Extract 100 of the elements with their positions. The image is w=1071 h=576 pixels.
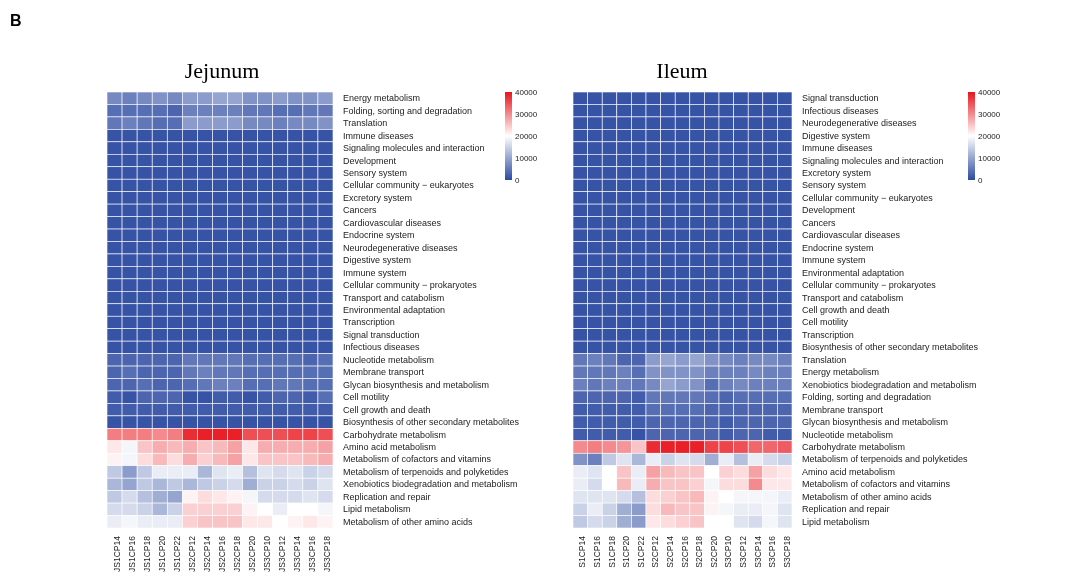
y-tick-label: Transcription <box>802 329 854 340</box>
x-tick-label: S1CP18 <box>606 535 617 568</box>
y-tick-label: Neurodegenerative diseases <box>343 242 459 253</box>
y-tick-label: Immune diseases <box>802 143 874 154</box>
x-tick-label: JS1CP18 <box>141 535 152 572</box>
y-tick-label: Signal transduction <box>343 329 420 340</box>
x-tick-label: JS1CP16 <box>126 535 137 572</box>
y-tick-label: Metabolism of other amino acids <box>802 491 933 502</box>
x-tick-label: S1CP22 <box>635 535 646 568</box>
x-tick-label: S3CP14 <box>752 535 763 568</box>
y-tick-label: Cellular community − eukaryotes <box>802 192 934 203</box>
y-tick-label: Sensory system <box>343 167 408 178</box>
x-tick-label: JS2CP18 <box>232 535 243 572</box>
y-tick-label: Metabolism of other amino acids <box>343 516 474 527</box>
x-tick-label: JS1CP22 <box>171 535 182 572</box>
x-tick-label: S3CP10 <box>723 535 734 568</box>
y-tick-label: Metabolism of terpenoids and polyketides <box>343 466 510 477</box>
chart-title: Ileum <box>655 58 709 84</box>
y-tick-label: Neurodegenerative diseases <box>802 118 918 129</box>
y-tick-label: Development <box>802 205 856 216</box>
y-tick-label: Amino acid metabolism <box>343 442 437 453</box>
y-tick-label: Cellular community − prokaryotes <box>343 280 478 291</box>
y-tick-label: Sensory system <box>802 180 867 191</box>
y-tick-label: Endocrine system <box>802 242 874 253</box>
x-tick-label: JS2CP12 <box>186 535 197 572</box>
y-tick-label: Immune system <box>802 255 866 266</box>
color-bar-label: 10000 <box>515 154 538 163</box>
color-bar-label: 20000 <box>978 132 1001 141</box>
y-tick-label: Translation <box>343 118 388 129</box>
y-tick-label: Xenobiotics biodegradation and metabolism <box>343 479 518 490</box>
y-tick-label: Membrane transport <box>802 404 884 415</box>
y-tick-label: Metabolism of cofactors and vitamins <box>802 479 951 490</box>
y-tick-label: Translation <box>802 354 847 365</box>
y-tick-label: Cellular community − prokaryotes <box>802 280 937 291</box>
y-tick-label: Replication and repair <box>343 491 431 502</box>
y-tick-label: Biosynthesis of other secondary metabolites <box>802 342 979 353</box>
y-tick-label: Digestive system <box>343 255 412 266</box>
y-tick-label: Cancers <box>343 205 378 216</box>
y-tick-label: Folding, sorting and degradation <box>343 105 473 116</box>
x-tick-label: S1CP14 <box>577 535 588 568</box>
y-tick-label: Membrane transport <box>343 367 425 378</box>
x-tick-label: S1CP20 <box>621 535 632 568</box>
y-tick-label: Energy metabolism <box>802 367 880 378</box>
y-tick-label: Development <box>343 155 397 166</box>
x-tick-label: JS3CP16 <box>307 535 318 572</box>
y-tick-label: Cell growth and death <box>343 404 431 415</box>
y-tick-label: Digestive system <box>802 130 871 141</box>
y-tick-label: Infectious diseases <box>802 105 880 116</box>
y-tick-label: Immune diseases <box>343 130 415 141</box>
y-tick-label: Nucleotide metabolism <box>343 354 435 365</box>
x-tick-label: S2CP20 <box>708 535 719 568</box>
x-tick-label: JS3CP10 <box>262 535 273 572</box>
chart-title: Jejunum <box>183 58 261 84</box>
y-tick-label: Excretory system <box>343 192 413 203</box>
x-tick-label: JS3CP18 <box>322 535 333 572</box>
x-tick-label: JS1CP14 <box>111 535 122 572</box>
y-tick-label: Endocrine system <box>343 230 415 241</box>
y-tick-label: Lipid metabolism <box>802 516 870 527</box>
y-tick-label: Amino acid metabolism <box>802 466 896 477</box>
x-tick-label: JS1CP20 <box>156 535 167 572</box>
y-tick-label: Metabolism of terpenoids and polyketides <box>802 454 969 465</box>
y-tick-label: Cellular community − eukaryotes <box>343 180 475 191</box>
y-tick-label: Infectious diseases <box>343 342 421 353</box>
x-tick-label: S3CP16 <box>767 535 778 568</box>
x-tick-label: JS3CP12 <box>277 535 288 572</box>
color-bar-label: 30000 <box>978 110 1001 119</box>
x-tick-label: JS2CP14 <box>201 535 212 572</box>
y-tick-label: Biosynthesis of other secondary metabolites <box>343 417 520 428</box>
y-tick-label: Signaling molecules and interaction <box>343 143 485 154</box>
color-bar-label: 30000 <box>515 110 538 119</box>
y-tick-label: Transport and catabolism <box>802 292 904 303</box>
y-tick-label: Transport and catabolism <box>343 292 445 303</box>
y-tick-label: Environmental adaptation <box>343 305 446 315</box>
x-tick-label: S2CP14 <box>664 535 675 568</box>
y-tick-label: Immune system <box>343 267 407 278</box>
y-tick-label: Cardiovascular diseases <box>343 217 442 228</box>
y-tick-label: Signaling molecules and interaction <box>802 155 944 166</box>
y-tick-label: Energy metabolism <box>343 93 421 104</box>
y-tick-label: Cell growth and death <box>802 305 890 315</box>
y-tick-label: Metabolism of cofactors and vitamins <box>343 454 492 465</box>
y-tick-label: Glycan biosynthesis and metabolism <box>802 417 949 428</box>
x-tick-label: JS3CP14 <box>292 535 303 572</box>
y-tick-label: Cardiovascular diseases <box>802 230 901 241</box>
y-tick-label: Transcription <box>343 317 395 328</box>
y-tick-label: Folding, sorting and degradation <box>802 392 932 403</box>
x-tick-label: JS2CP20 <box>247 535 258 572</box>
y-tick-label: Cancers <box>802 217 837 228</box>
y-tick-label: Replication and repair <box>802 504 890 515</box>
text: B <box>10 12 22 30</box>
y-tick-label: Environmental adaptation <box>802 267 905 278</box>
y-tick-label: Excretory system <box>802 167 872 178</box>
color-bar-label: 40000 <box>515 88 538 97</box>
y-tick-label: Glycan biosynthesis and metabolism <box>343 379 490 390</box>
x-tick-label: S3CP12 <box>737 535 748 568</box>
x-tick-label: S3CP18 <box>781 535 792 568</box>
y-tick-label: Cell motility <box>802 317 849 328</box>
y-tick-label: Lipid metabolism <box>343 504 411 515</box>
y-tick-label: Xenobiotics biodegradation and metabolism <box>802 379 977 390</box>
y-tick-label: Nucleotide metabolism <box>802 429 894 440</box>
color-bar-label: 0 <box>978 176 983 185</box>
